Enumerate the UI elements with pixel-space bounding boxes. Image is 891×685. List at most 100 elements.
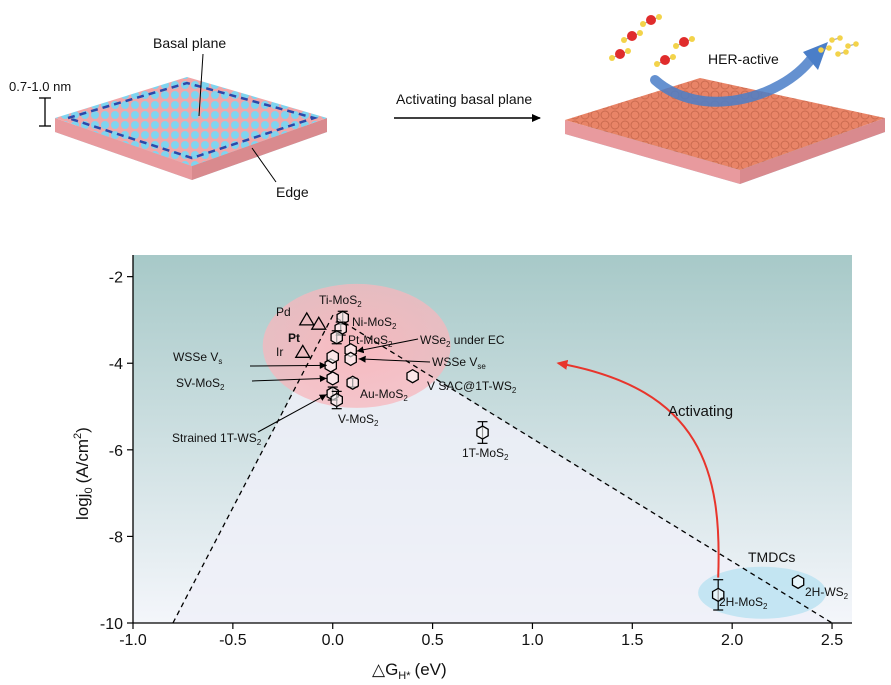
y-tick-label: -4 <box>109 356 123 373</box>
hydrogen-atom <box>818 47 824 53</box>
edge-dashed-outline <box>63 81 319 160</box>
hydrogen-atom <box>829 37 835 43</box>
edge-leader <box>251 147 277 183</box>
point-label: WSSe Vs <box>173 350 222 366</box>
oxygen-atom <box>615 49 625 59</box>
hexagon-marker <box>476 425 489 440</box>
thickness-label: 0.7-1.0 nm <box>9 79 71 94</box>
y-tick-label: -8 <box>109 529 123 546</box>
hydrogen-atom <box>843 49 849 55</box>
x-tick-label: 2.0 <box>721 632 743 649</box>
y-tick-label: -10 <box>100 616 123 633</box>
volcano-chart: -1.0 -0.5 0.0 0.5 1.0 1.5 2.0 2.5 -10 -8 -6 -4 -2 P… <box>72 255 852 682</box>
x-axis-title: △GH* (eV) <box>372 660 447 682</box>
hydrogen-atom <box>656 14 662 20</box>
activated-slab-front-left <box>565 120 740 184</box>
tmdcs-label: TMDCs <box>748 549 795 565</box>
basal-plane-label: Basal plane <box>153 35 226 51</box>
point-label: V SAC@1T-WS2 <box>427 379 517 395</box>
hydrogen-atom <box>654 61 660 67</box>
point-label: V-MoS2 <box>338 412 379 428</box>
x-tick-label: 2.5 <box>821 632 843 649</box>
point-label: 1T-MoS2 <box>462 446 509 462</box>
activating-arrow <box>556 359 720 578</box>
y-axis-title: logj0(A/cm2) <box>72 427 95 520</box>
point-labels: Pd Pt Ir Ti-MoS2 Ni-MoS2 Pt-MoS2 WSe2 under EC… <box>172 293 849 611</box>
point-label: Pt-MoS2 <box>348 333 393 349</box>
callout-arrow <box>257 393 327 433</box>
hydrogen-atom <box>670 54 676 60</box>
point-label: Ir <box>276 345 283 359</box>
water-molecules <box>609 14 695 67</box>
callout-arrow <box>358 355 431 363</box>
data-point <box>326 371 340 386</box>
y-tick-label: -2 <box>109 270 123 287</box>
x-axis: -1.0 -0.5 0.0 0.5 1.0 1.5 2.0 2.5 <box>119 622 852 649</box>
point-label: 2H-MoS2 <box>719 595 768 611</box>
x-tick-label: 0.0 <box>322 632 344 649</box>
data-point <box>791 574 805 590</box>
data-point <box>406 368 419 384</box>
hydrogen-atom <box>625 48 631 54</box>
highlight-ellipse <box>262 283 451 408</box>
oxygen-atom <box>660 55 670 65</box>
hydrogen-atom <box>640 21 646 27</box>
point-label: Strained 1T-WS2 <box>172 431 262 447</box>
activated-slab-front-right <box>740 118 885 184</box>
oxygen-atom <box>627 31 637 41</box>
point-label: WSe2 under EC <box>420 333 505 349</box>
activated-slab-top <box>565 78 885 170</box>
hexagon-marker <box>330 392 343 408</box>
her-active-label: HER-active <box>708 51 779 67</box>
point-label: WSSe Vse <box>432 355 486 371</box>
point-label: Ti-MoS2 <box>319 293 362 309</box>
hexagon-marker <box>330 330 343 345</box>
point-label: Pd <box>276 305 291 319</box>
y-tick-label: -6 <box>109 443 123 460</box>
callout-arrow <box>251 375 327 383</box>
top-panel: 0.7-1.0 nm Basal plane Edge Activating b… <box>9 14 885 200</box>
x-tick-label: 1.5 <box>621 632 643 649</box>
activation-arrow-label: Activating basal plane <box>396 91 532 107</box>
oxygen-atom <box>646 15 656 25</box>
data-point <box>326 349 340 364</box>
hydrogen-atom <box>673 43 679 49</box>
hexagon-marker <box>791 574 805 590</box>
pristine-slab-front-left <box>55 118 192 180</box>
hydrogen-atom <box>853 41 859 47</box>
point-label: SV-MoS2 <box>176 376 225 392</box>
pristine-mos2-slab <box>55 77 327 180</box>
volcano-dashed-line <box>172 314 833 624</box>
hydrogen-atom <box>837 35 843 41</box>
hydrogen-atom <box>621 37 627 43</box>
callout-arrow <box>249 361 327 369</box>
callout-arrow <box>356 338 419 354</box>
data-point <box>346 375 359 390</box>
hydrogen-atom <box>637 30 643 36</box>
basal-plane-leader <box>198 53 204 117</box>
y-axis: -10 -8 -6 -4 -2 <box>100 255 134 633</box>
hexagon-marker <box>326 371 340 386</box>
activating-label: Activating <box>668 403 733 420</box>
hexagon-marker <box>711 587 725 603</box>
hydrogen-atom <box>609 55 615 61</box>
x-tick-label: 1.0 <box>521 632 543 649</box>
oxygen-atom <box>679 37 689 47</box>
hydrogen-atom <box>689 36 695 42</box>
hexagon-marker <box>406 368 419 384</box>
hexagon-marker <box>346 375 359 390</box>
data-point <box>344 351 357 367</box>
activated-mos2-slab <box>565 78 885 184</box>
point-label: Pt <box>288 331 300 345</box>
pristine-slab-front-right <box>192 118 327 180</box>
x-tick-label: -1.0 <box>119 632 147 649</box>
hydrogen-atom <box>826 45 832 51</box>
pristine-slab-top <box>55 77 327 166</box>
x-tick-label: -0.5 <box>219 632 247 649</box>
data-point <box>711 579 725 611</box>
metal-marker <box>310 315 327 330</box>
point-label: Ni-MoS2 <box>352 315 397 331</box>
metal-markers <box>294 311 327 358</box>
data-point <box>476 421 489 444</box>
